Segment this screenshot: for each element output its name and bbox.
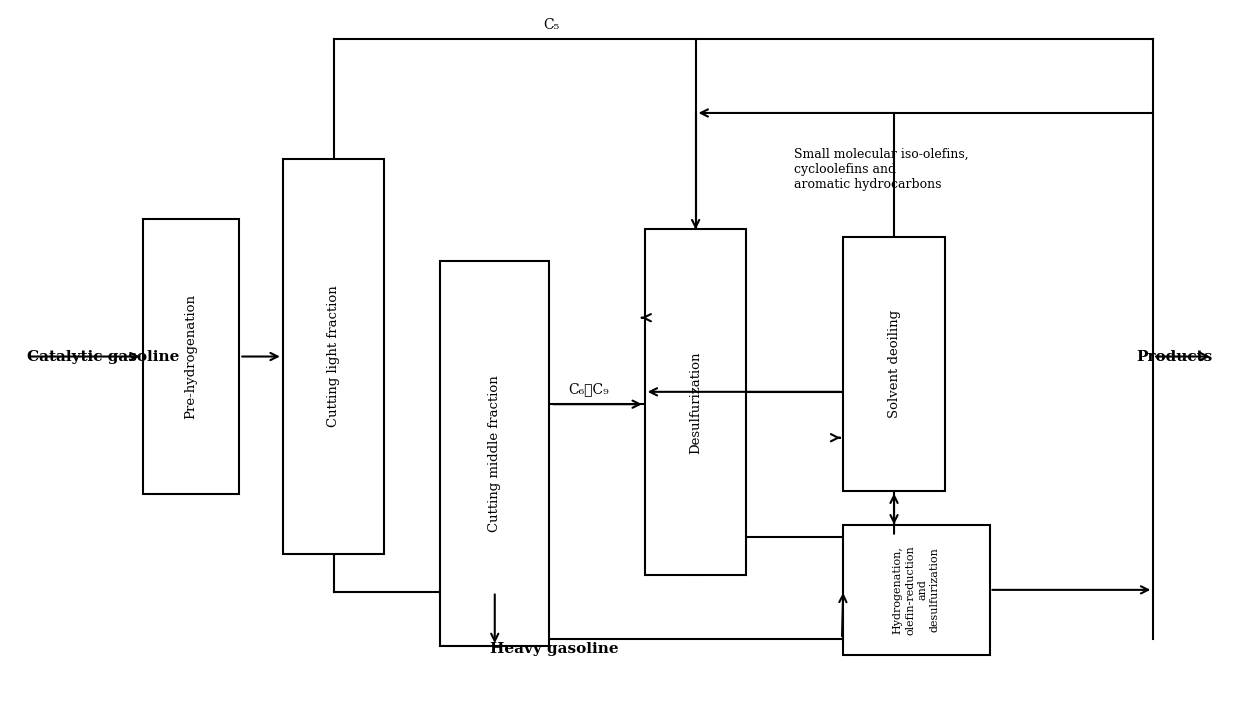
Bar xyxy=(283,159,384,554)
Bar xyxy=(843,525,990,655)
Bar xyxy=(143,219,239,494)
Text: Cutting middle fraction: Cutting middle fraction xyxy=(489,375,501,532)
Bar xyxy=(440,261,549,646)
Text: C₆～C₉: C₆～C₉ xyxy=(568,382,609,395)
Text: Catalytic gasoline: Catalytic gasoline xyxy=(27,349,180,364)
Text: Small molecular iso-olefins,
cycloolefins and
aromatic hydrocarbons: Small molecular iso-olefins, cycloolefin… xyxy=(794,148,968,191)
Text: Hydrogenation,
olefin-reduction
and
desulfurization: Hydrogenation, olefin-reduction and desu… xyxy=(893,545,940,635)
Text: Desulfurization: Desulfurization xyxy=(689,351,702,454)
Text: C₅: C₅ xyxy=(543,18,559,32)
Bar xyxy=(843,237,945,491)
Bar xyxy=(645,229,746,575)
Text: Cutting light fraction: Cutting light fraction xyxy=(327,286,340,427)
Text: Pre-hydrogenation: Pre-hydrogenation xyxy=(185,294,197,419)
Text: Products: Products xyxy=(1137,349,1213,364)
Text: Solvent deoiling: Solvent deoiling xyxy=(888,309,900,418)
Text: Heavy gasoline: Heavy gasoline xyxy=(490,642,619,657)
